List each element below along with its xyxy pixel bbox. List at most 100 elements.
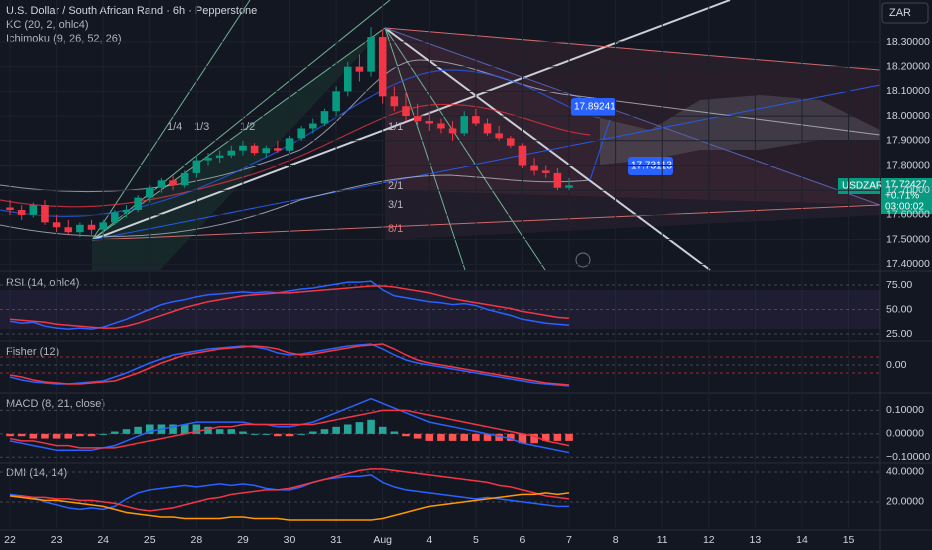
histogram-bar xyxy=(87,433,96,437)
fan-label: 1/2 xyxy=(240,121,255,133)
x-tick-label: 24 xyxy=(97,534,109,546)
histogram-bar xyxy=(483,433,492,441)
candle-body xyxy=(297,128,305,139)
histogram-bar xyxy=(274,433,282,437)
last-price-tag xyxy=(881,178,932,214)
y-tick-label: 17.40000 xyxy=(886,258,930,270)
candle-body xyxy=(157,180,166,188)
candle-body xyxy=(87,224,96,230)
candle-body xyxy=(541,170,550,173)
candle-body xyxy=(448,128,457,134)
histogram-bar xyxy=(541,433,550,441)
candle-body xyxy=(111,212,119,223)
histogram-bar xyxy=(507,433,515,441)
fan-line xyxy=(384,27,881,71)
y-tick-label: 18.20000 xyxy=(886,60,930,72)
histogram-bar xyxy=(309,431,317,434)
histogram-bar xyxy=(448,433,457,441)
candle-body xyxy=(76,224,84,233)
histogram-bar xyxy=(297,433,305,435)
histogram-bar xyxy=(355,422,364,434)
currency[interactable]: ZAR xyxy=(889,7,911,19)
candle-body xyxy=(309,123,317,129)
y-tick-label: 17.70000 xyxy=(886,184,930,196)
histogram-bar xyxy=(343,424,352,434)
keltner-lower xyxy=(0,174,591,237)
candle-body xyxy=(180,172,189,186)
x-tick-label: Aug xyxy=(373,534,392,546)
indicator-line xyxy=(9,280,570,330)
ichimoku-conversion xyxy=(0,69,601,217)
histogram-bar xyxy=(378,426,387,434)
candle-body xyxy=(204,158,212,161)
fan-label: 1/3 xyxy=(194,121,209,133)
candle-body xyxy=(169,180,177,186)
histogram-bar xyxy=(192,424,201,434)
histogram-bar xyxy=(122,429,131,434)
candle-body xyxy=(215,155,224,159)
y-tick-label: 20.0000 xyxy=(886,496,924,508)
y-tick-label: 40.0000 xyxy=(886,466,924,478)
last-price: 17.72427 xyxy=(885,180,927,191)
x-tick-label: 5 xyxy=(473,534,479,546)
indicator-line xyxy=(9,474,569,511)
histogram-bar xyxy=(99,433,107,435)
histogram-bar xyxy=(367,419,375,434)
histogram-bar xyxy=(402,433,410,437)
y-tick-label: 17.60000 xyxy=(886,209,930,221)
price-tag xyxy=(571,98,616,116)
histogram-bar xyxy=(17,433,26,437)
tag-leader xyxy=(589,119,611,181)
candle-body xyxy=(413,116,422,122)
x-tick-label: 15 xyxy=(843,534,855,546)
x-tick-label: 8 xyxy=(613,534,619,546)
y-tick-label: 17.90000 xyxy=(886,135,930,147)
candle-body xyxy=(518,145,527,166)
histogram-bar xyxy=(495,433,503,441)
y-tick-label: 50.00 xyxy=(886,303,912,315)
y-tick-label: 25.00 xyxy=(886,328,912,340)
candle-body xyxy=(460,116,469,134)
currency-button[interactable] xyxy=(881,2,929,24)
histogram-bar xyxy=(320,429,329,434)
candle-body xyxy=(425,121,434,124)
candle-body xyxy=(343,66,352,92)
indicator-label: KC (20, 2, ohlc4) xyxy=(6,19,89,31)
fan-label: 1/1 xyxy=(388,121,403,133)
candle-body xyxy=(495,133,503,139)
candle-body xyxy=(227,150,236,156)
indicator-line xyxy=(10,468,570,512)
candle-body xyxy=(52,222,61,228)
candle-body xyxy=(274,148,282,151)
candle-body xyxy=(17,209,26,215)
histogram-bar xyxy=(145,424,154,434)
candle-body xyxy=(332,91,340,112)
candle-body xyxy=(99,222,107,230)
indicator-line xyxy=(9,409,570,449)
histogram-bar xyxy=(169,424,177,434)
ichimoku-cloud xyxy=(600,95,880,165)
histogram-bar xyxy=(413,433,422,439)
candle-body xyxy=(6,207,14,210)
histogram-bar xyxy=(565,433,573,441)
y-tick-label: 0.00000 xyxy=(886,428,924,440)
candle-body xyxy=(239,145,247,151)
indicator-line xyxy=(9,492,570,521)
indicator-line xyxy=(9,343,570,386)
price-tag-label: 17.73113 xyxy=(631,161,672,172)
y-tick-label: 0.10000 xyxy=(886,404,924,416)
histogram-bar xyxy=(518,433,527,444)
price-change: +0.71% xyxy=(885,191,919,202)
candle-body xyxy=(472,116,480,124)
candle-body xyxy=(192,160,201,173)
candle-body xyxy=(320,111,329,124)
y-tick-label: 18.10000 xyxy=(886,85,930,97)
trend-line xyxy=(91,0,731,241)
candle-body xyxy=(565,185,573,188)
histogram-bar xyxy=(285,433,294,437)
candle-body xyxy=(122,209,131,213)
candle-body xyxy=(285,138,294,151)
x-tick-label: 7 xyxy=(566,534,572,546)
histogram-bar xyxy=(41,433,49,439)
fan-label: 8/1 xyxy=(388,223,403,235)
